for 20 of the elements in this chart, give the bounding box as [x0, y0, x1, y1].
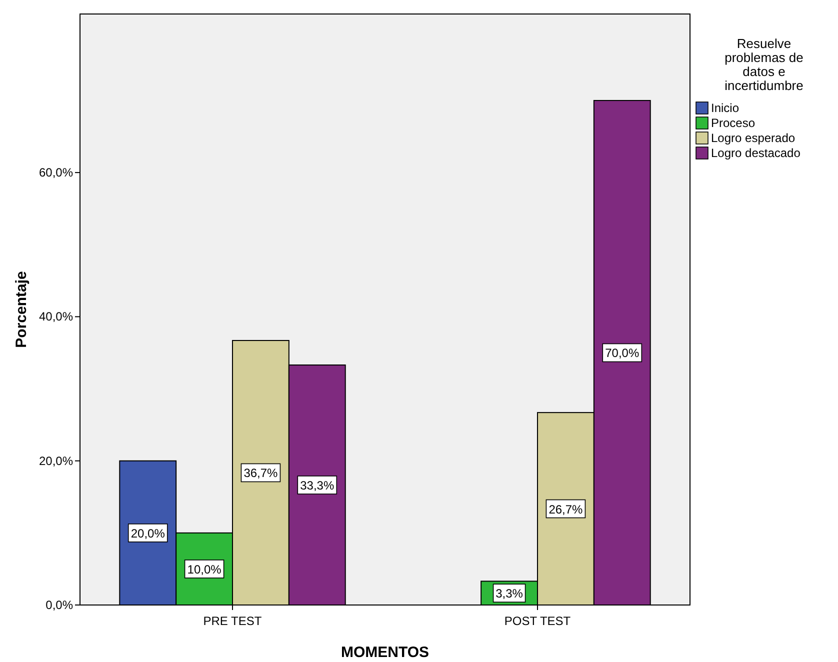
x-axis-title: MOMENTOS — [340, 644, 430, 661]
y-tick-label: 0,0% — [46, 598, 74, 612]
legend-label: Inicio — [711, 101, 740, 115]
data-label: 3,3% — [496, 586, 524, 601]
data-label: 26,7% — [548, 502, 584, 516]
data-label: 36,7% — [244, 466, 278, 480]
x-tick-label: POST TEST — [504, 614, 572, 628]
x-tick-label: PRE TEST — [203, 614, 262, 628]
data-label: 20,0% — [130, 526, 166, 540]
legend-title: Resuelve problemas de datos e incertidumbre — [724, 36, 804, 93]
y-tick-label: 40,0% — [38, 310, 74, 324]
y-tick-label: 20,0% — [38, 454, 74, 468]
data-label: 70,0% — [605, 346, 640, 360]
data-label: 33,3% — [300, 478, 334, 492]
legend-label: Logro esperado — [711, 131, 796, 145]
y-axis-title: Porcentaje — [13, 271, 30, 348]
data-label: 10,0% — [187, 562, 222, 576]
legend-label: Proceso — [711, 116, 756, 130]
legend-label: Logro destacado — [711, 146, 801, 160]
y-tick-label: 60,0% — [38, 166, 74, 180]
